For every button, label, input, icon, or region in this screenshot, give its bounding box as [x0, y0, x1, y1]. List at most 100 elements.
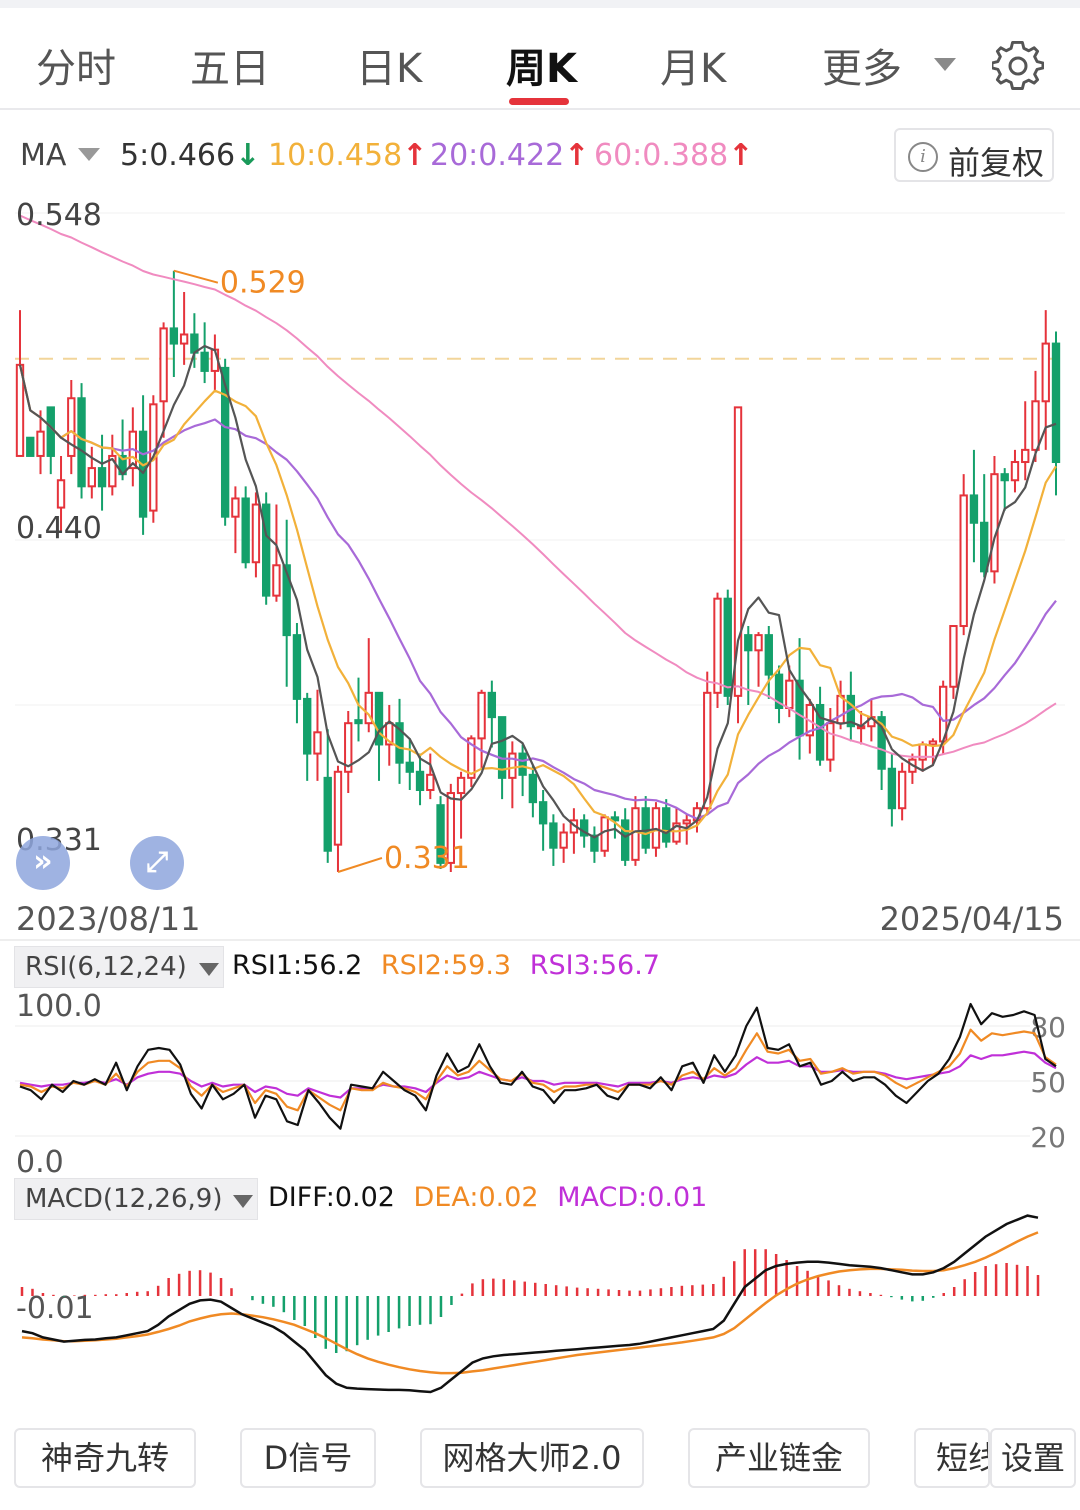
rsi3-line [19, 1050, 1057, 1099]
candle-body [518, 752, 527, 776]
candle-body [497, 716, 507, 779]
candle-body [426, 773, 435, 792]
candle-body [385, 722, 394, 746]
candle-body [87, 467, 96, 488]
candle-body [795, 679, 804, 737]
tool-settings[interactable]: 设置 [990, 1428, 1076, 1488]
candle-body [138, 430, 148, 518]
candle-body [744, 634, 753, 652]
candle-body [77, 397, 86, 488]
adjust-button[interactable]: i 前复权 [894, 128, 1054, 182]
candle-body [251, 503, 261, 564]
candle-body [662, 807, 671, 843]
chevron-down-icon [199, 963, 219, 976]
candle-body [364, 691, 373, 725]
ma20-line [18, 364, 1057, 820]
chevron-down-icon [233, 1195, 253, 1208]
tool-short-term[interactable]: 短线 [914, 1428, 990, 1488]
candle-body [436, 804, 445, 864]
macd-selector[interactable]: MACD(12,26,9) [14, 1178, 258, 1220]
tab-five-day[interactable]: 五日 [190, 46, 270, 92]
rsi2-value: RSI2:59.3 [380, 950, 512, 981]
fullscreen-icon[interactable]: ⤢ [130, 836, 184, 890]
macd-values: DIFF:0.02 DEA:0.02 MACD:0.01 [268, 1182, 717, 1213]
candle-body [272, 564, 281, 597]
candle-body [354, 719, 363, 725]
tab-daily-k[interactable]: 日K [356, 46, 423, 92]
candle-body [456, 776, 466, 795]
candle-body [67, 397, 76, 457]
candle-body [631, 807, 640, 861]
tool-grid-master[interactable]: 网格大师2.0 [420, 1428, 644, 1488]
ma5-value: 5:0.466↓ [120, 138, 260, 173]
candle-body [200, 351, 209, 372]
candle-body [621, 819, 630, 861]
candle-body [292, 634, 302, 700]
rsi-values: RSI1:56.2 RSI2:59.3 RSI3:56.7 [232, 950, 670, 981]
rsi1-value: RSI1:56.2 [232, 950, 363, 981]
candle-body [610, 816, 620, 822]
tab-weekly-k[interactable]: 周K [506, 46, 577, 92]
tab-monthly-k[interactable]: 月K [660, 46, 727, 92]
candle-body [313, 731, 322, 755]
ma10-line [18, 364, 1057, 836]
candle-body [467, 737, 476, 779]
candle-body [590, 834, 599, 852]
adjust-button-label: 前复权 [948, 144, 1045, 182]
candle-body [641, 807, 650, 849]
gear-icon[interactable] [992, 40, 1044, 92]
candle-body [220, 366, 230, 518]
candle-body [231, 497, 240, 518]
candle-body [159, 327, 168, 403]
candle-body [959, 494, 968, 628]
kline-chart-area[interactable]: 0.5480.4400.3310.5290.3312023/08/112025/… [0, 0, 1080, 1420]
candle-body [754, 634, 763, 652]
candle-body [764, 634, 773, 676]
tool-industry-chain[interactable]: 产业链金 [688, 1428, 870, 1488]
rsi-right-tick: 20 [1030, 1121, 1066, 1154]
candle-body [415, 770, 425, 792]
candle-body [949, 625, 958, 688]
rsi1-line [19, 1002, 1057, 1130]
rsi2-line [19, 1028, 1057, 1112]
candle-body [682, 819, 691, 825]
candle-body [26, 436, 35, 457]
candle-body [46, 406, 55, 457]
expand-icon[interactable]: » [16, 836, 70, 890]
ma-value-text: 10:0.458 [268, 138, 403, 173]
tab-intraday[interactable]: 分时 [36, 46, 116, 92]
candle-body [1041, 342, 1050, 403]
trend-arrow-icon: ↑ [728, 138, 754, 173]
rsi-right-tick: 50 [1030, 1066, 1066, 1099]
candle-body [1051, 342, 1061, 464]
candle-body [1000, 473, 1009, 482]
candle-body [179, 333, 189, 345]
candle-body [774, 673, 784, 710]
candle-body [395, 722, 404, 764]
macd-selector-label: MACD(12,26,9) [25, 1184, 223, 1214]
tab-more[interactable]: 更多 [822, 46, 902, 92]
tool-magic-nine[interactable]: 神奇九转 [14, 1428, 196, 1488]
candle-body [990, 473, 999, 573]
candle-body [405, 761, 414, 773]
candle-body [877, 716, 886, 770]
rsi-tick-label: 0.0 [16, 1145, 64, 1180]
candle-body [108, 454, 117, 488]
rsi-selector[interactable]: RSI(6,12,24) [14, 946, 224, 988]
candle-body [785, 679, 794, 710]
macd-value: MACD:0.01 [557, 1182, 708, 1213]
ma-selector-label[interactable]: MA [20, 138, 67, 173]
ma-dropdown-icon[interactable] [78, 148, 100, 161]
candle-body [333, 770, 343, 846]
candle-body [713, 597, 722, 694]
candle-body [374, 691, 384, 746]
candle-body [169, 327, 179, 345]
candle-body [980, 521, 989, 573]
diff-value: DIFF:0.02 [268, 1182, 395, 1213]
ma-value-text: 60:0.388 [594, 138, 729, 173]
active-tab-indicator [509, 98, 569, 105]
ma60-value: 60:0.388↑ [594, 138, 753, 173]
chevron-down-icon[interactable] [934, 58, 956, 71]
tool-d-signal[interactable]: D信号 [240, 1428, 376, 1488]
candle-body [344, 722, 353, 773]
